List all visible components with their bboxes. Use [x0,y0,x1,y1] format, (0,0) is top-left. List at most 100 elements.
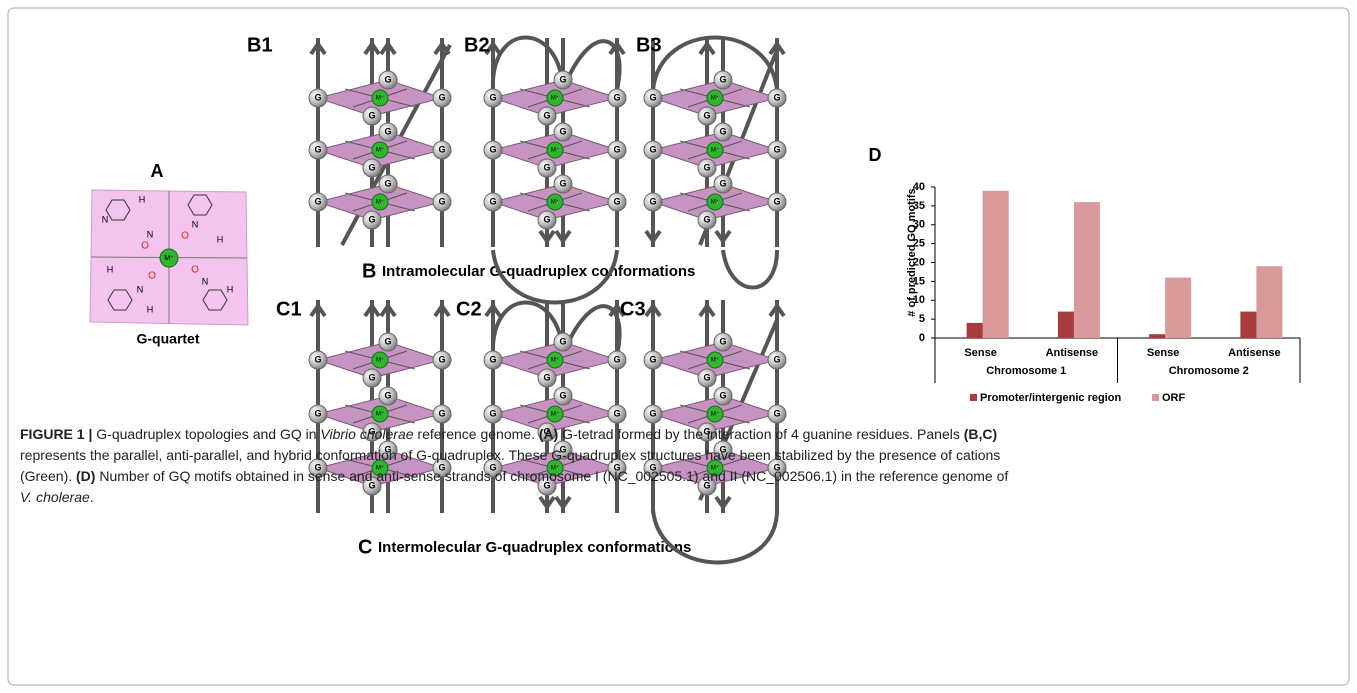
guanine-label: G [543,214,550,224]
guanine-label: G [368,162,375,172]
guanine-label: G [703,372,710,382]
x-tick-label: Sense [964,347,996,359]
caption-line: (Green). (D) Number of GQ motifs obtaine… [20,466,1340,487]
cation-label: M⁺ [711,199,719,206]
guanine-label: G [438,196,445,206]
cation-label: M⁺ [376,199,384,206]
guanine-label: G [703,162,710,172]
atom-label: O [181,231,189,242]
guanine-label: G [543,372,550,382]
caption-line: FIGURE 1 | G-quadruplex topologies and G… [20,424,1340,445]
panel-letter: C [358,536,372,558]
panel-label: A [151,161,164,181]
panel-caption: Intermolecular G-quadruplex conformation… [378,539,691,556]
atom-label: H [147,304,154,314]
guanine-label: G [773,196,780,206]
guanine-label: G [489,408,496,418]
cation-label: M⁺ [711,95,719,102]
group-label: Chromosome 2 [1169,365,1249,377]
guanine-label: G [489,354,496,364]
cation-label: M⁺ [164,255,174,262]
guanine-label: G [613,144,620,154]
atom-label: N [192,219,199,229]
guanine-label: G [613,196,620,206]
bar [1149,334,1166,338]
guanine-label: G [368,110,375,120]
cation-label: M⁺ [551,147,559,154]
caption-line: V. cholerae. [20,487,1340,508]
cation-label: M⁺ [551,411,559,418]
guanine-label: G [314,196,321,206]
guanine-label: G [438,144,445,154]
legend-label: ORF [1162,392,1186,404]
caption-line: represents the parallel, anti-parallel, … [20,445,1340,466]
guanine-label: G [559,178,566,188]
guanine-label: G [384,390,391,400]
atom-label: N [202,276,209,286]
cation-label: M⁺ [711,357,719,364]
cation-label: M⁺ [376,411,384,418]
guanine-label: G [719,336,726,346]
guanine-label: G [543,110,550,120]
guanine-label: G [649,408,656,418]
guanine-label: G [773,92,780,102]
guanine-label: G [719,390,726,400]
atom-label: N [137,284,144,294]
panel-label: B2 [464,34,490,56]
guanine-label: G [649,196,656,206]
cation-label: M⁺ [551,199,559,206]
caption-text: V. cholerae [20,489,90,505]
guanine-label: G [613,92,620,102]
guanine-label: G [368,214,375,224]
atom-label: O [141,241,149,252]
caption-text: Vibrio cholerae [320,426,413,442]
guanine-label: G [559,336,566,346]
bar [967,323,984,338]
guanine-label: G [368,372,375,382]
guanine-label: G [384,126,391,136]
strand-loop [493,38,563,91]
bar [1256,266,1282,338]
atom-label: O [148,271,156,282]
cation-label: M⁺ [376,95,384,102]
caption-text: G-tetrad formed by the interaction of 4 … [558,426,963,442]
cation-label: M⁺ [711,147,719,154]
caption-text: reference genome. [414,426,539,442]
strand-loop [723,250,777,288]
bar [1058,312,1075,338]
legend-swatch [970,394,977,401]
guanine-label: G [543,162,550,172]
cation-label: M⁺ [551,95,559,102]
panel-label: C2 [456,298,482,320]
panel-letter: B [362,260,376,282]
y-axis-label: # of predicted GQ motifs [906,188,918,316]
guanine-label: G [438,354,445,364]
guanine-label: G [719,126,726,136]
guanine-label: G [384,74,391,84]
guanine-label: G [773,408,780,418]
guanine-label: G [719,74,726,84]
guanine-label: G [773,144,780,154]
bar [1165,278,1191,338]
atom-label: O [191,265,199,276]
guanine-label: G [703,110,710,120]
guanine-label: G [314,354,321,364]
guanine-label: G [703,214,710,224]
caption-text: represents the parallel, anti-parallel, … [20,447,1000,463]
x-tick-label: Antisense [1228,347,1281,359]
panel-label: D [869,145,882,165]
y-tick-label: 0 [919,332,925,344]
guanine-label: G [438,408,445,418]
guanine-label: G [649,354,656,364]
page: A G-quartet D B Intramolecular G-quadrup… [0,0,1357,693]
x-tick-label: Sense [1147,347,1179,359]
x-tick-label: Antisense [1046,347,1099,359]
caption-text: FIGURE 1 | [20,426,92,442]
guanine-label: G [613,354,620,364]
caption-text: G-quadruplex topologies and GQ in [92,426,320,442]
cation-label: M⁺ [376,147,384,154]
figure: A G-quartet D B Intramolecular G-quadrup… [0,0,1357,693]
panel-caption: Intramolecular G-quadruplex conformation… [382,263,695,280]
atom-label: H [227,284,234,294]
guanine-label: G [384,336,391,346]
